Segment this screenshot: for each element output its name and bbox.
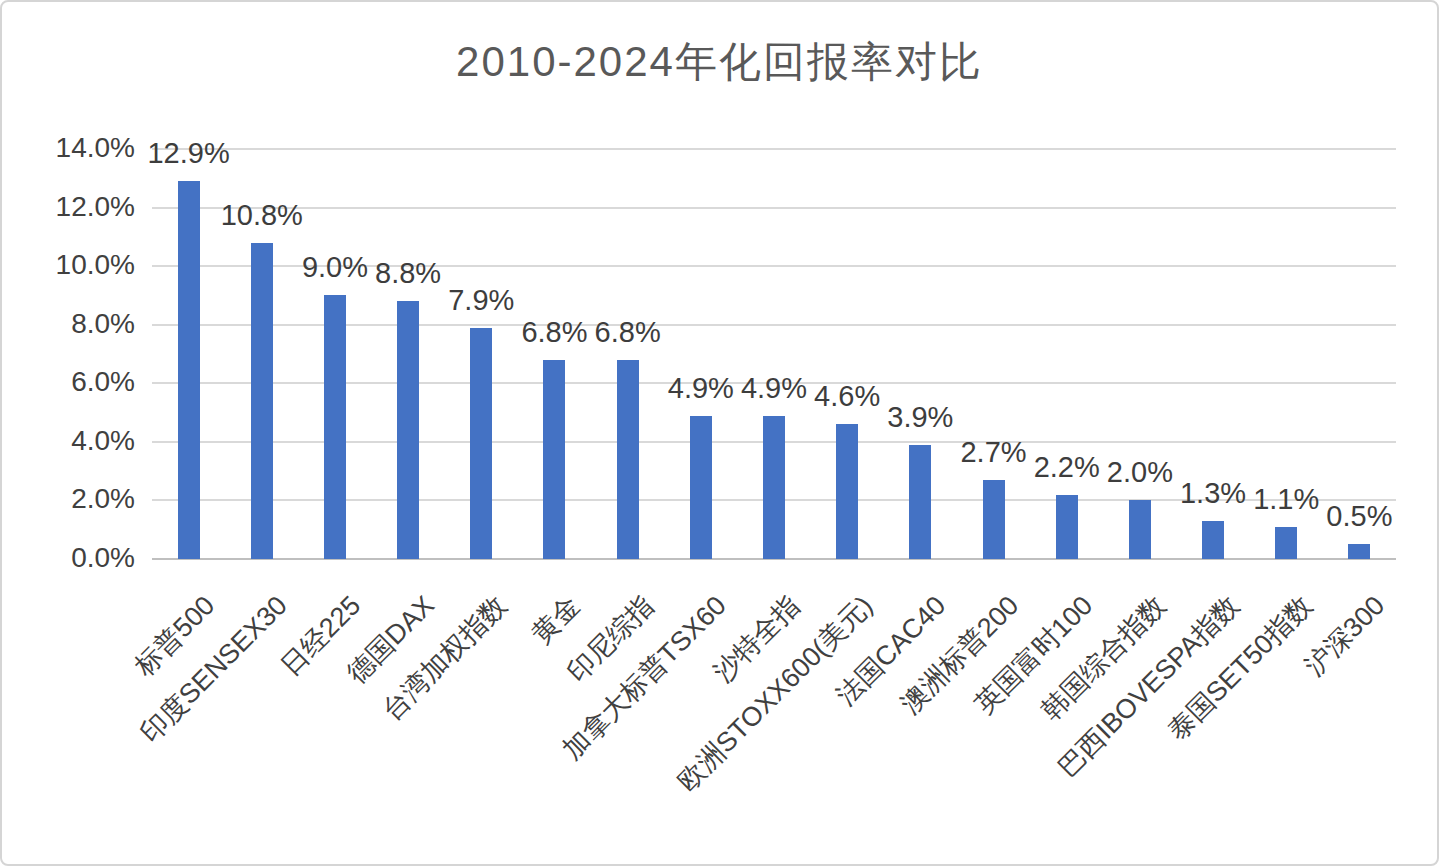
y-axis-tick-label: 14.0%	[2, 132, 135, 164]
bar	[251, 243, 273, 559]
bar-value-label: 6.8%	[558, 316, 698, 349]
bar	[543, 360, 565, 559]
y-axis-tick-label: 4.0%	[2, 425, 135, 457]
bar-value-label: 7.9%	[411, 284, 551, 317]
bar	[690, 416, 712, 560]
bar-value-label: 0.5%	[1289, 500, 1429, 533]
y-axis-tick-label: 6.0%	[2, 366, 135, 398]
x-axis-category-label: 黄金	[524, 588, 588, 652]
bar	[983, 480, 1005, 559]
bar-value-label: 10.8%	[192, 199, 332, 232]
bar	[1056, 495, 1078, 559]
bar	[836, 424, 858, 559]
y-axis-tick-label: 12.0%	[2, 191, 135, 223]
x-axis-category-label: 沪深300	[1297, 588, 1393, 684]
bar	[763, 416, 785, 560]
gridline	[152, 207, 1396, 209]
chart-title: 2010-2024年化回报率对比	[2, 34, 1437, 90]
y-axis-tick-label: 2.0%	[2, 483, 135, 515]
y-axis-tick-label: 0.0%	[2, 542, 135, 574]
y-axis-tick-label: 8.0%	[2, 308, 135, 340]
bar-value-label: 3.9%	[850, 401, 990, 434]
bar-chart: 2010-2024年化回报率对比 0.0% 2.0% 4.0% 6.0% 8.0% 10.…	[0, 0, 1439, 866]
bar	[1348, 544, 1370, 559]
bar	[1202, 521, 1224, 559]
bar	[397, 301, 419, 559]
bar-value-label: 12.9%	[119, 137, 259, 170]
y-axis-tick-label: 10.0%	[2, 249, 135, 281]
gridline	[152, 148, 1396, 150]
bar	[470, 328, 492, 559]
bar	[178, 181, 200, 559]
bar	[324, 295, 346, 559]
